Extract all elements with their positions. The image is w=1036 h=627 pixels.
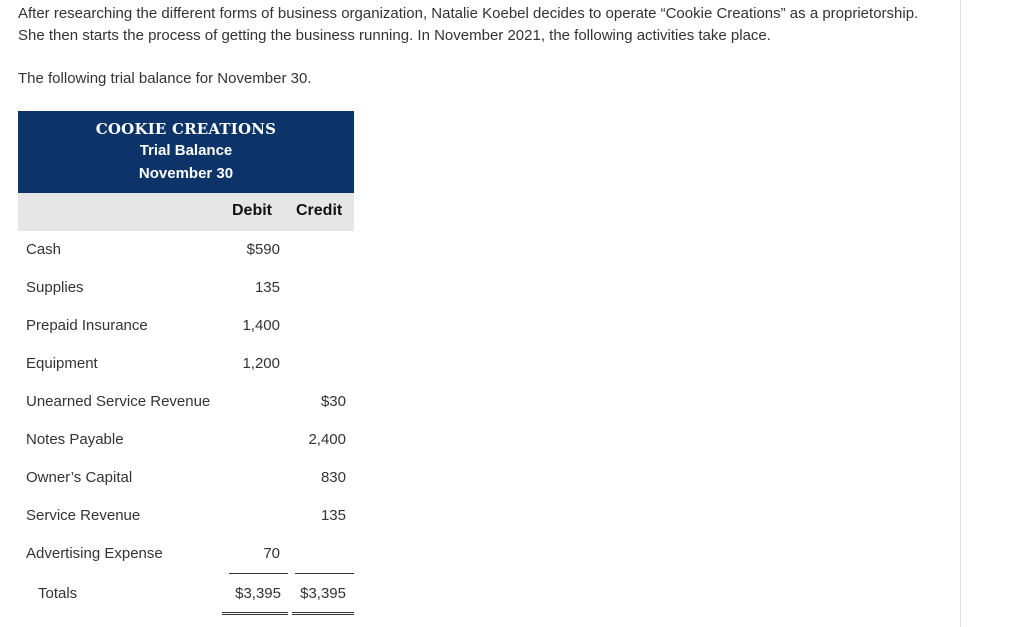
column-header-row: Debit Credit xyxy=(18,193,354,231)
credit-amount: 830 xyxy=(320,469,346,486)
account-name: Prepaid Insurance xyxy=(26,317,148,334)
totals-row: Totals $3,395 $3,395 xyxy=(0,585,400,607)
account-name: Owner’s Capital xyxy=(26,469,133,486)
debit-amount: 1,400 xyxy=(242,317,280,334)
debit-amount: 1,200 xyxy=(242,355,280,372)
company-name: COOKIE CREATIONS xyxy=(95,120,277,138)
account-name: Service Revenue xyxy=(26,507,141,524)
intro-paragraph: After researching the different forms of… xyxy=(18,5,919,44)
table-row: Prepaid Insurance 1,400 xyxy=(0,317,400,339)
credit-amount: 135 xyxy=(320,507,346,524)
credit-amount: $30 xyxy=(320,393,346,410)
debit-total-rule xyxy=(229,573,288,574)
account-name: Equipment xyxy=(26,355,98,372)
statement-title: Trial Balance xyxy=(139,142,233,159)
content-frame xyxy=(960,0,961,627)
table-row: Owner’s Capital 830 xyxy=(0,469,400,491)
table-row: Supplies 135 xyxy=(0,279,400,301)
table-row: Unearned Service Revenue $30 xyxy=(0,393,400,415)
debit-total: $3,395 xyxy=(235,585,281,602)
debit-amount: 135 xyxy=(254,279,280,296)
table-row: Service Revenue 135 xyxy=(0,507,400,529)
table-row: Advertising Expense 70 xyxy=(0,545,400,567)
credit-total: $3,395 xyxy=(300,585,346,602)
debit-column-header: Debit xyxy=(232,202,272,219)
debit-amount: 70 xyxy=(263,545,280,562)
account-name: Unearned Service Revenue xyxy=(26,393,211,410)
lead-sentence: The following trial balance for November… xyxy=(18,70,312,87)
debit-amount: $590 xyxy=(246,241,280,258)
credit-double-underline xyxy=(292,612,354,615)
account-name: Notes Payable xyxy=(26,431,124,448)
credit-amount: 2,400 xyxy=(308,431,346,448)
statement-date: November 30 xyxy=(138,165,234,182)
credit-column-header: Credit xyxy=(296,202,343,219)
debit-double-underline xyxy=(222,612,288,615)
account-name: Cash xyxy=(26,241,62,258)
account-name: Supplies xyxy=(26,279,84,296)
credit-total-rule xyxy=(295,573,354,574)
account-name: Advertising Expense xyxy=(26,545,163,562)
totals-label: Totals xyxy=(38,585,78,602)
table-row: Cash $590 xyxy=(0,241,400,263)
table-row: Equipment 1,200 xyxy=(0,355,400,377)
table-row: Notes Payable 2,400 xyxy=(0,431,400,453)
trial-balance-header: COOKIE CREATIONS Trial Balance November … xyxy=(18,111,354,193)
